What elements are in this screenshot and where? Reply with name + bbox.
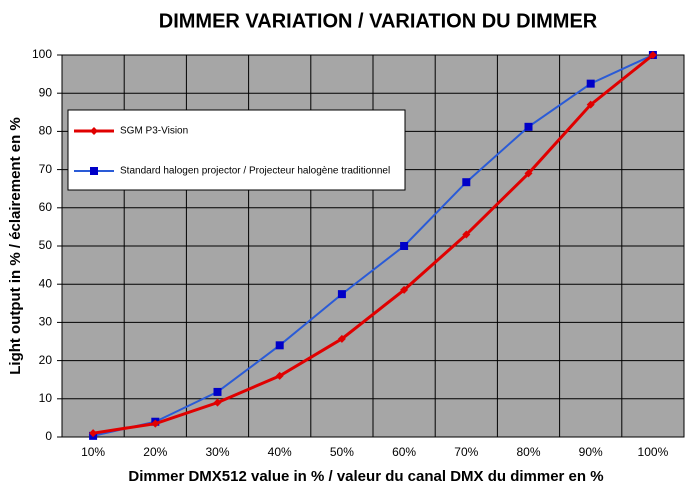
- x-tick-label: 80%: [516, 445, 540, 459]
- legend-marker: [90, 127, 98, 135]
- marker: [89, 429, 98, 438]
- marker: [151, 419, 160, 428]
- legend-label: SGM P3-Vision: [120, 126, 188, 137]
- x-tick-label: 40%: [268, 445, 292, 459]
- x-tick-label: 20%: [143, 445, 167, 459]
- y-tick-label: 40: [39, 276, 53, 290]
- y-tick-label: 30: [39, 315, 53, 329]
- x-axis-label: Dimmer DMX512 value in % / valeur du can…: [128, 468, 603, 485]
- y-tick-label: 100: [32, 47, 52, 61]
- legend-box: [67, 109, 406, 191]
- y-tick-label: 90: [39, 85, 53, 99]
- chart-title: DIMMER VARIATION / VARIATION DU DIMMER: [159, 10, 598, 32]
- x-tick-label: 70%: [454, 445, 478, 459]
- marker: [462, 230, 471, 239]
- y-tick-label: 10: [39, 391, 53, 405]
- x-tick-label: 60%: [392, 445, 416, 459]
- x-tick-label: 90%: [579, 445, 603, 459]
- x-tick-label: 100%: [638, 445, 669, 459]
- marker: [337, 290, 346, 299]
- marker: [213, 387, 222, 396]
- legend-label: Standard halogen projector / Projecteur …: [120, 166, 390, 177]
- marker: [275, 341, 284, 350]
- y-tick-label: 80: [39, 124, 53, 138]
- marker: [586, 100, 595, 109]
- marker: [400, 285, 409, 294]
- y-tick-label: 70: [39, 162, 53, 176]
- y-tick-label: 60: [39, 200, 53, 214]
- y-axis-label: Light output in % / éclairement en %: [7, 117, 24, 375]
- marker: [524, 169, 533, 178]
- series-line: [92, 54, 654, 437]
- marker: [648, 51, 657, 59]
- x-tick-label: 30%: [205, 445, 229, 459]
- marker: [462, 178, 471, 187]
- marker: [275, 371, 284, 380]
- marker: [586, 79, 595, 88]
- legend-marker: [90, 167, 98, 175]
- x-tick-label: 10%: [81, 445, 105, 459]
- marker: [213, 398, 222, 407]
- y-tick-label: 20: [39, 353, 53, 367]
- y-tick-label: 0: [45, 429, 52, 443]
- marker: [400, 242, 409, 250]
- marker: [524, 122, 533, 131]
- series-line: [92, 53, 654, 435]
- y-tick-label: 50: [39, 238, 53, 252]
- x-tick-label: 50%: [330, 445, 354, 459]
- marker: [337, 334, 346, 343]
